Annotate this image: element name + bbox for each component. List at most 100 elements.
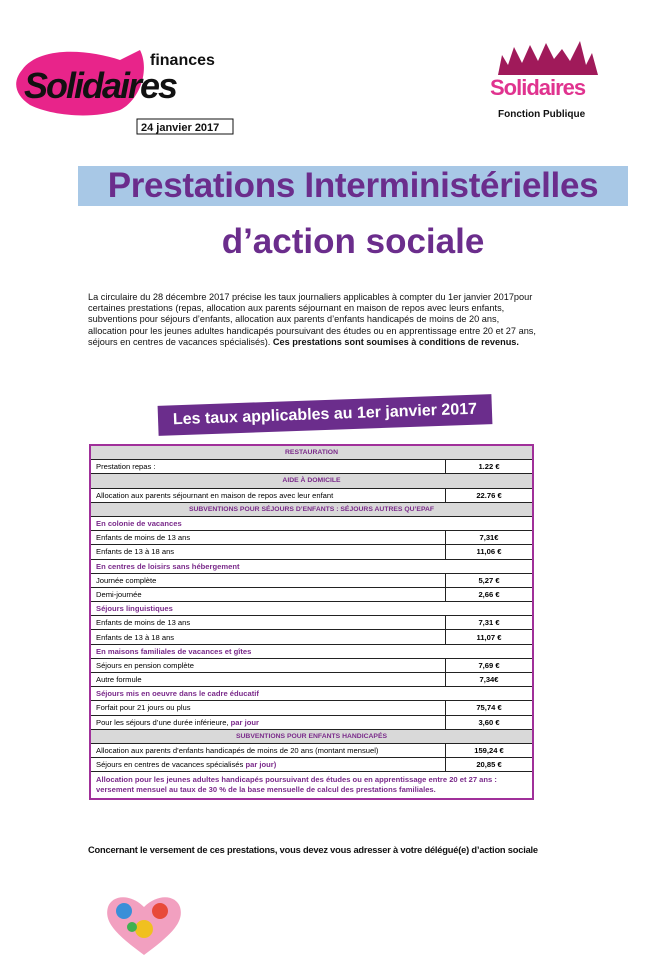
intro-text: La circulaire du 28 décembre 2017 précis… [88, 292, 536, 347]
item-label: Séjours en centres de vacances spécialis… [89, 757, 446, 773]
amount: 7,34€ [445, 671, 534, 688]
logo-name: Solidaires [490, 75, 586, 100]
amount: 1.22 € [445, 459, 534, 475]
subsection-row: Séjours linguistiques [89, 601, 534, 617]
item-label: Enfants de moins de 13 ans [89, 615, 446, 631]
section-row: AIDE À DOMICILE [89, 473, 534, 489]
left-logo: Solidaires finances 24 janvier 2017 [16, 50, 234, 135]
subsection-row: En maisons familiales de vacances et gît… [89, 643, 534, 659]
label-text: Séjours en centres de vacances spécialis… [96, 760, 244, 770]
label-text: Autre formule [96, 675, 142, 685]
item-row: Allocation aux parents séjournant en mai… [89, 487, 534, 503]
label-text: Journée complète [96, 575, 157, 585]
item-row: Journée complète 5,27 € [89, 572, 534, 588]
amount: 5,27 € [445, 572, 534, 588]
date-box [136, 118, 234, 135]
section-heading: SUBVENTIONS POUR ENFANTS HANDICAPÉS [89, 728, 534, 744]
item-label: Séjours en pension complète [89, 657, 446, 674]
item-row: Demi-journée 2,66 € [89, 586, 534, 603]
intro-bold: Ces prestations sont soumises à conditio… [272, 336, 519, 347]
item-label: Enfants de 13 à 18 ans [89, 629, 446, 645]
label-text: Enfants de 13 à 18 ans [96, 632, 175, 642]
heart-logo [107, 897, 181, 955]
subsection-heading: En colonie de vacances [89, 515, 534, 532]
section-heading: RESTAURATION [89, 444, 534, 461]
label-text: Allocation aux parents séjournant en mai… [96, 490, 334, 500]
label-text: Pour les séjours d’une durée inférieure, [96, 717, 229, 727]
label-text: Enfants de 13 à 18 ans [96, 547, 175, 557]
amount: 7,31€ [445, 530, 534, 546]
item-row: Allocation aux parents d’enfants handica… [89, 742, 534, 759]
amount: 7,69 € [445, 657, 534, 674]
amount: 11,06 € [445, 544, 534, 560]
section-row: SUBVENTIONS POUR SÉJOURS D’ENFANTS : SÉJ… [89, 501, 534, 517]
item-row: Enfants de moins de 13 ans 7,31 € [89, 615, 534, 631]
heart-dot [127, 922, 137, 932]
label-text: Enfants de moins de 13 ans [96, 533, 191, 543]
amount: 159,24 € [445, 742, 534, 759]
amount: 75,74 € [445, 700, 534, 716]
logo-name: Solidaires [24, 65, 177, 106]
item-row: Enfants de moins de 13 ans 7,31€ [89, 530, 534, 546]
amount: 20,85 € [445, 757, 534, 773]
item-row: Enfants de 13 à 18 ans 11,06 € [89, 544, 534, 560]
heart-dot [116, 903, 132, 919]
subsection-heading: Séjours linguistiques [89, 601, 534, 617]
title-line: d’action sociale [221, 222, 485, 261]
label-text: Prestation repas : [96, 462, 156, 472]
section-heading: AIDE À DOMICILE [89, 473, 534, 489]
item-label: Enfants de 13 à 18 ans [89, 544, 446, 560]
subsection-heading: Séjours mis en oeuvre dans le cadre éduc… [89, 686, 534, 702]
label-text: Forfait pour 21 jours ou plus [96, 703, 191, 713]
subsection-heading: En centres de loisirs sans hébergement [89, 558, 534, 574]
logo-subtitle: Fonction Publique [498, 109, 586, 120]
amount: 11,07 € [445, 629, 534, 645]
item-label: Journée complète [89, 572, 446, 588]
section-row: RESTAURATION [89, 444, 534, 461]
item-label: Allocation aux parents d’enfants handica… [89, 742, 446, 759]
item-row: Forfait pour 21 jours ou plus 75,74 € [89, 700, 534, 716]
item-label: Allocation aux parents séjournant en mai… [89, 487, 446, 503]
amount: 22.76 € [445, 487, 534, 503]
item-label: Pour les séjours d’une durée inférieure,… [89, 714, 446, 730]
heart-dot [135, 920, 153, 938]
item-row: Autre formule 7,34€ [89, 671, 534, 688]
amount: 3,60 € [445, 714, 534, 730]
item-label: Demi-journée [89, 586, 446, 603]
label-emphasis: par jour [230, 717, 259, 727]
section-heading: SUBVENTIONS POUR SÉJOURS D’ENFANTS : SÉJ… [89, 501, 534, 517]
rates-table: RESTAURATION Prestation repas : 1.22 € AIDE… [89, 444, 534, 801]
item-label: Forfait pour 21 jours ou plus [89, 700, 446, 716]
subsection-row: Séjours mis en oeuvre dans le cadre éduc… [89, 686, 534, 702]
footer: Concernant le versement de ces prestatio… [88, 845, 538, 855]
amount: 2,66 € [445, 586, 534, 603]
item-row: Séjours en pension complète 7,69 € [89, 657, 534, 674]
logo-tag: finances [150, 52, 215, 69]
item-label: Prestation repas : [89, 459, 446, 475]
intro: La circulaire du 28 décembre 2017 précis… [88, 292, 536, 348]
label-text: Allocation aux parents d’enfants handica… [96, 746, 379, 756]
item-row: Pour les séjours d’une durée inférieure,… [89, 714, 534, 730]
heart-dot [152, 903, 168, 919]
logo-blob [16, 50, 144, 116]
right-logo: Solidaires Fonction Publique [490, 41, 598, 120]
subsection-row: En centres de loisirs sans hébergement [89, 558, 534, 574]
item-label: Autre formule [89, 671, 446, 688]
logo-date: 24 janvier 2017 [141, 122, 219, 134]
banner: Les taux applicables au 1er janvier 2017 [157, 394, 493, 436]
label-text: Demi-journée [96, 589, 142, 599]
label-text: Enfants de moins de 13 ans [96, 618, 191, 628]
label-text: Séjours en pension complète [96, 660, 194, 670]
note-row: Allocation pour les jeunes adultes handi… [89, 771, 534, 800]
item-row: Séjours en centres de vacances spécialis… [89, 757, 534, 773]
item-label: Enfants de moins de 13 ans [89, 530, 446, 546]
crowd [498, 41, 598, 75]
item-row: Enfants de 13 à 18 ans 11,07 € [89, 629, 534, 645]
section-row: SUBVENTIONS POUR ENFANTS HANDICAPÉS [89, 728, 534, 744]
title-line: Prestations Interministérielles [78, 166, 628, 206]
subsection-row: En colonie de vacances [89, 515, 534, 532]
amount: 7,31 € [445, 615, 534, 631]
subsection-heading: En maisons familiales de vacances et gît… [89, 643, 534, 659]
note: Allocation pour les jeunes adultes handi… [89, 771, 534, 800]
